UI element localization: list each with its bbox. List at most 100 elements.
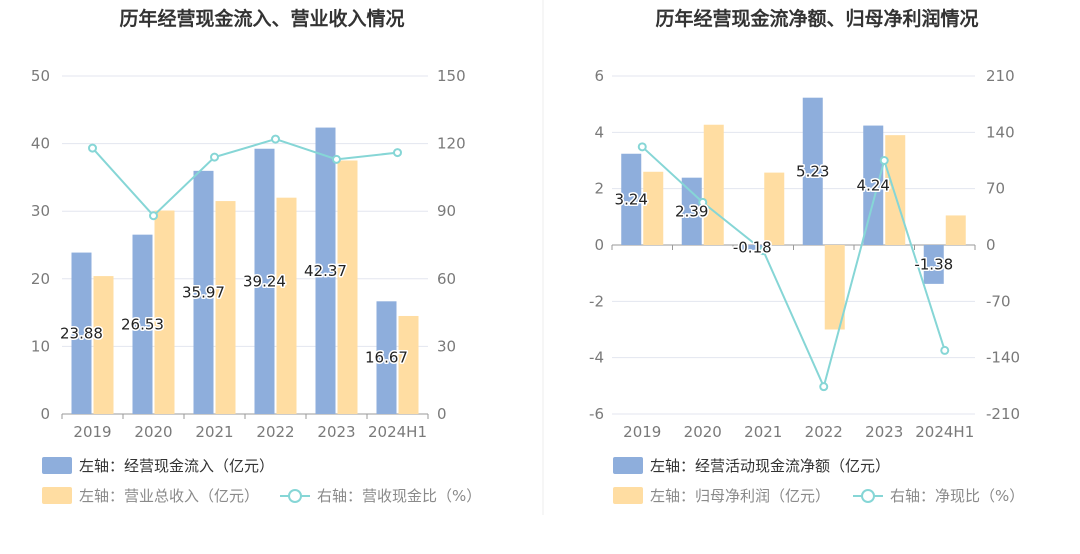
bar-series-1	[315, 127, 336, 414]
line-series	[91, 138, 398, 218]
line-series	[641, 146, 946, 390]
x-tick-label: 2024H1	[915, 423, 974, 441]
x-tick-label: 2023	[317, 423, 355, 441]
data-label: 3.24	[615, 190, 648, 208]
data-label: 2.39	[675, 202, 708, 220]
bar-series-2	[643, 171, 664, 245]
y-left-tick-label: 6	[594, 67, 604, 85]
bar-series-1	[863, 125, 884, 245]
data-label: 16.67	[365, 349, 408, 367]
line-point	[879, 156, 889, 165]
bar-series-1	[802, 97, 823, 246]
bar-series-1	[254, 148, 275, 414]
bar-series-1	[621, 153, 642, 245]
y-left-tick-label: 20	[31, 270, 50, 288]
y-left-tick-label: 50	[31, 67, 50, 85]
bar-series-2	[398, 315, 419, 414]
x-tick-label: 2021	[195, 423, 233, 441]
y-left-tick-label: -4	[589, 349, 604, 367]
y-left-tick-label: -6	[589, 405, 604, 423]
bar-series-2	[945, 215, 966, 245]
x-tick-label: 2022	[805, 423, 843, 441]
bar-series-2	[764, 172, 785, 245]
bar-series-1	[376, 301, 397, 414]
legend-swatch-1	[42, 457, 72, 474]
legend-label-3: 右轴：营收现金比（%）	[317, 487, 481, 505]
bar-series-2	[337, 160, 358, 414]
bar-series-2	[93, 276, 114, 414]
bar-series-2	[824, 245, 845, 330]
legend-swatch-3-marker	[861, 489, 875, 503]
bar-series-2	[154, 210, 175, 414]
y-right-tick-label: 30	[437, 337, 456, 355]
bar-series-2	[276, 197, 297, 414]
x-tick-label: 2022	[256, 423, 294, 441]
bar-series-1	[923, 245, 944, 284]
line-point	[210, 152, 219, 162]
data-label: 23.88	[60, 324, 103, 342]
x-tick-label: 2021	[744, 423, 782, 441]
line-point	[88, 143, 97, 153]
legend-swatch-2	[613, 487, 643, 504]
line-point	[819, 382, 829, 392]
line-point	[940, 345, 950, 355]
legend-swatch-2	[42, 487, 72, 504]
line-point	[393, 148, 402, 158]
y-right-tick-label: 210	[986, 67, 1015, 85]
y-left-tick-label: 4	[594, 123, 604, 141]
data-label: 4.24	[857, 176, 890, 194]
y-left-tick-label: 40	[31, 135, 50, 153]
y-right-tick-label: 0	[437, 405, 447, 423]
bar-series-2	[215, 201, 236, 414]
x-tick-label: 2023	[865, 423, 903, 441]
line-point	[637, 142, 647, 152]
x-tick-label: 2019	[623, 423, 661, 441]
y-right-tick-label: 150	[437, 67, 466, 85]
y-right-tick-label: 0	[986, 236, 996, 254]
legend-label-1: 左轴：经营活动现金流净额（亿元）	[650, 457, 890, 475]
y-left-tick-label: 10	[31, 337, 50, 355]
chart-title: 历年经营现金流净额、归母净利润情况	[655, 7, 978, 30]
line-point	[698, 197, 708, 207]
data-label: 26.53	[121, 315, 164, 333]
line-point	[758, 246, 768, 256]
line-point	[332, 154, 341, 164]
line-point	[271, 134, 280, 144]
bar-series-1	[71, 252, 92, 414]
y-left-tick-label: 0	[594, 236, 604, 254]
bar-series-1	[193, 170, 214, 414]
x-tick-label: 2020	[134, 423, 172, 441]
x-tick-label: 2019	[73, 423, 111, 441]
data-label: -0.18	[733, 239, 772, 257]
y-right-tick-label: 140	[986, 123, 1015, 141]
y-right-tick-label: 90	[437, 202, 456, 220]
y-left-tick-label: -2	[589, 292, 604, 310]
data-label: 39.24	[243, 272, 286, 290]
x-tick-label: 2020	[684, 423, 722, 441]
y-right-tick-label: 120	[437, 135, 466, 153]
legend-swatch-1	[613, 457, 643, 474]
legend-swatch-3-marker	[288, 489, 302, 503]
y-right-tick-label: -140	[986, 349, 1020, 367]
bar-series-1	[681, 177, 702, 245]
y-left-tick-label: 30	[31, 202, 50, 220]
y-right-tick-label: 70	[986, 180, 1005, 198]
chart-title: 历年经营现金流入、营业收入情况	[119, 7, 404, 30]
line-point	[149, 211, 158, 221]
data-label: -1.38	[914, 255, 953, 273]
y-right-tick-label: -70	[986, 292, 1011, 310]
legend-label-3: 右轴：净现比（%）	[890, 487, 1024, 505]
y-left-tick-label: 2	[594, 180, 604, 198]
bar-series-1	[132, 234, 153, 414]
data-label: 35.97	[182, 283, 225, 301]
bar-series-2	[703, 124, 724, 245]
y-left-tick-label: 0	[40, 405, 50, 423]
data-label: 42.37	[304, 262, 347, 280]
legend-label-1: 左轴：经营现金流入（亿元）	[79, 457, 274, 475]
bar-series-2	[885, 135, 906, 245]
bar-series-1	[742, 245, 763, 251]
data-label: 5.23	[796, 162, 829, 180]
y-right-tick-label: 60	[437, 270, 456, 288]
